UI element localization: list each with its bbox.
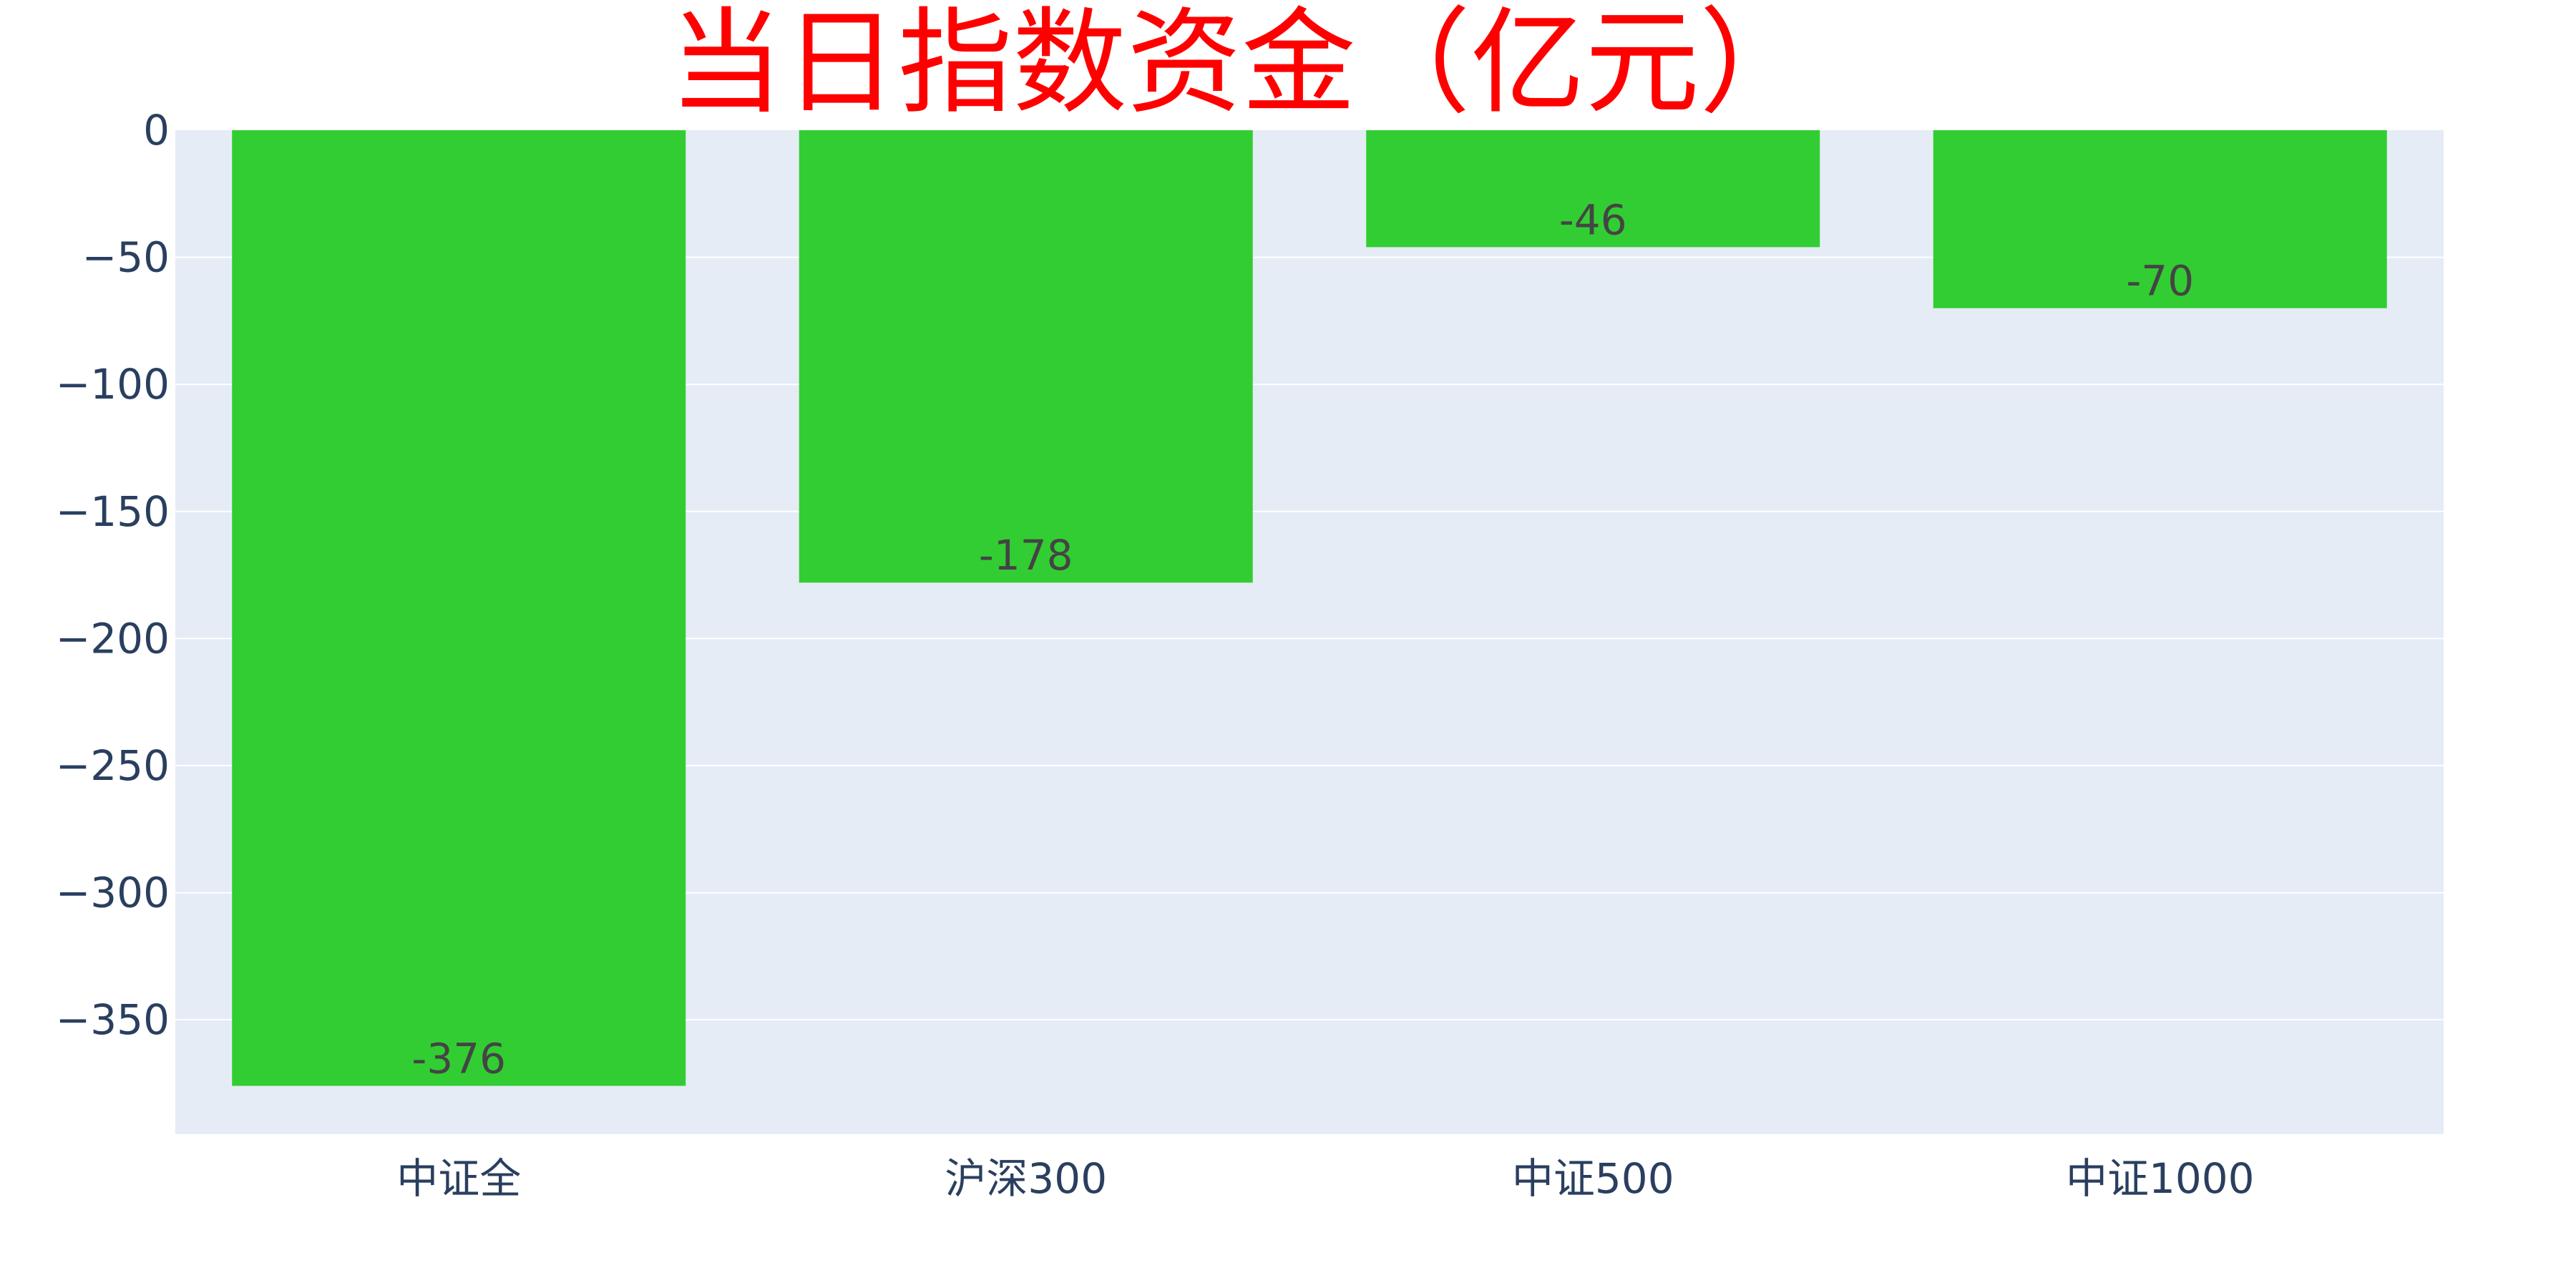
- y-tick-label: −200: [56, 614, 170, 663]
- y-tick-label: −100: [56, 360, 170, 409]
- y-tick-label: −300: [56, 869, 170, 917]
- bar: [1933, 130, 2387, 308]
- bar: [232, 130, 686, 1086]
- bars: [232, 130, 2387, 1086]
- x-tick-label: 沪深300: [945, 1154, 1107, 1203]
- y-tick-label: −50: [82, 233, 170, 282]
- bar-value-label: -70: [2126, 257, 2194, 306]
- bar-value-label: -178: [979, 531, 1073, 580]
- bar-value-label: -46: [1559, 195, 1627, 244]
- x-tick-label: 中证500: [1512, 1154, 1674, 1203]
- y-tick-label: −350: [56, 995, 170, 1044]
- x-tick-label: 中证1000: [2066, 1154, 2255, 1203]
- bar: [799, 130, 1253, 583]
- y-tick-label: −250: [56, 741, 170, 790]
- y-axis-ticks: 0 −50 −100 −150 −200 −250 −300 −350: [56, 106, 170, 1044]
- chart-title: 当日指数资金（亿元）: [668, 0, 1814, 130]
- x-tick-label: 中证全: [396, 1154, 521, 1203]
- x-axis-ticks: 中证全 沪深300 中证500 中证1000: [396, 1154, 2254, 1203]
- bar-value-label: -376: [411, 1035, 506, 1083]
- data-labels: -376 -178 -46 -70: [411, 195, 2194, 1083]
- y-tick-label: −150: [56, 487, 170, 536]
- y-tick-label: 0: [143, 106, 170, 155]
- bar: [1366, 130, 1820, 248]
